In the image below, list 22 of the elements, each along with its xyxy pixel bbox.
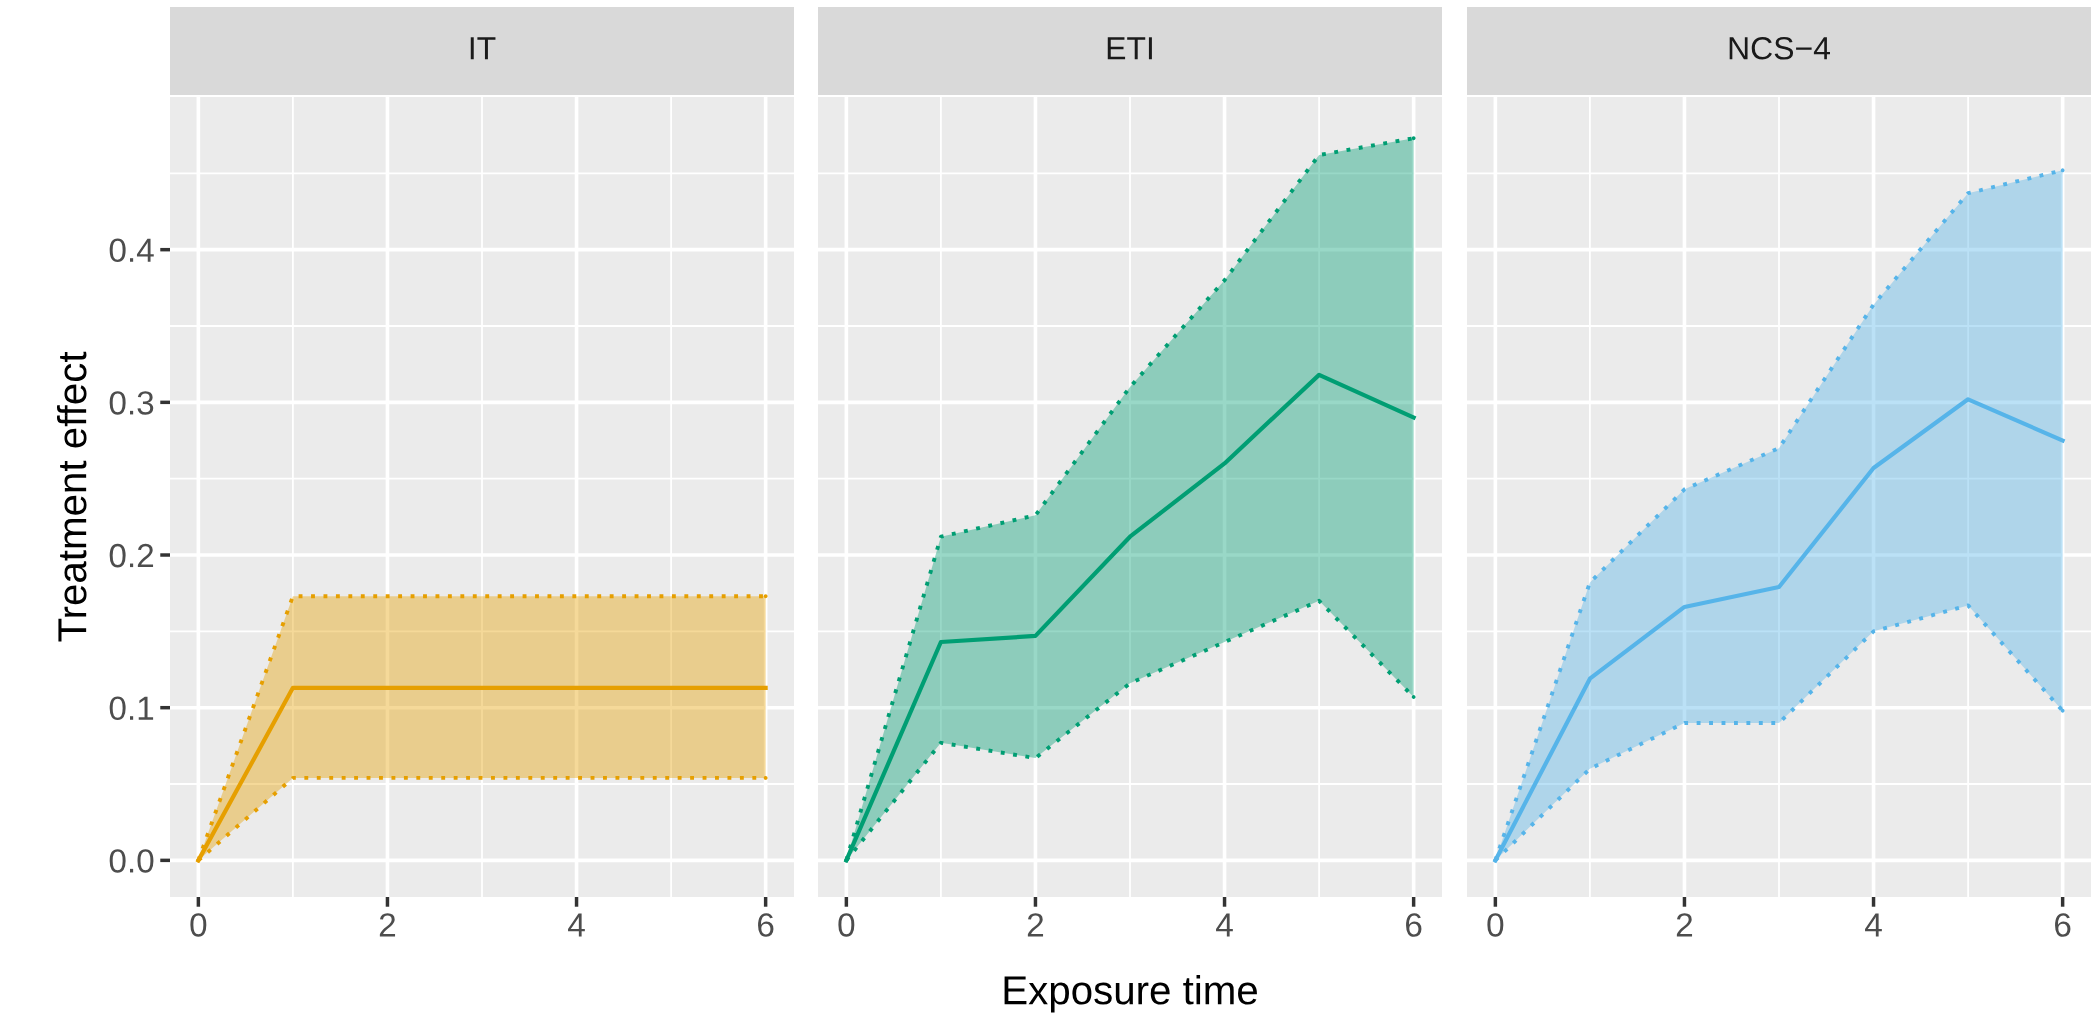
x-tick-label: 2 (379, 913, 396, 937)
y-tick-label: 0.4 (109, 238, 154, 263)
x-tick-label: 4 (1216, 913, 1233, 937)
x-axis-title: Exposure time (1004, 975, 1257, 1013)
x-tick-label: 4 (1865, 913, 1882, 937)
x-tick-label: 0 (190, 913, 207, 937)
x-tick-label: 4 (568, 913, 585, 937)
x-tick-label: 2 (1027, 913, 1044, 937)
y-tick-label: 0.0 (109, 849, 154, 873)
chart-title: ETI (1107, 37, 1152, 60)
x-tick-label: 6 (2055, 913, 2071, 937)
y-axis-title: Treatment effect (57, 351, 87, 642)
y-tick-label: 0.2 (109, 543, 154, 568)
x-tick-label: 0 (838, 913, 855, 937)
x-tick-label: 0 (1487, 913, 1504, 937)
x-tick-label: 2 (1676, 913, 1693, 937)
chart-title: IT (470, 37, 496, 60)
x-tick-label: 6 (1406, 913, 1422, 937)
y-tick-label: 0.1 (109, 696, 154, 721)
x-tick-label: 6 (758, 913, 774, 937)
y-tick-label: 0.3 (109, 391, 154, 415)
chart-title: NCS−4 (1729, 36, 1830, 60)
